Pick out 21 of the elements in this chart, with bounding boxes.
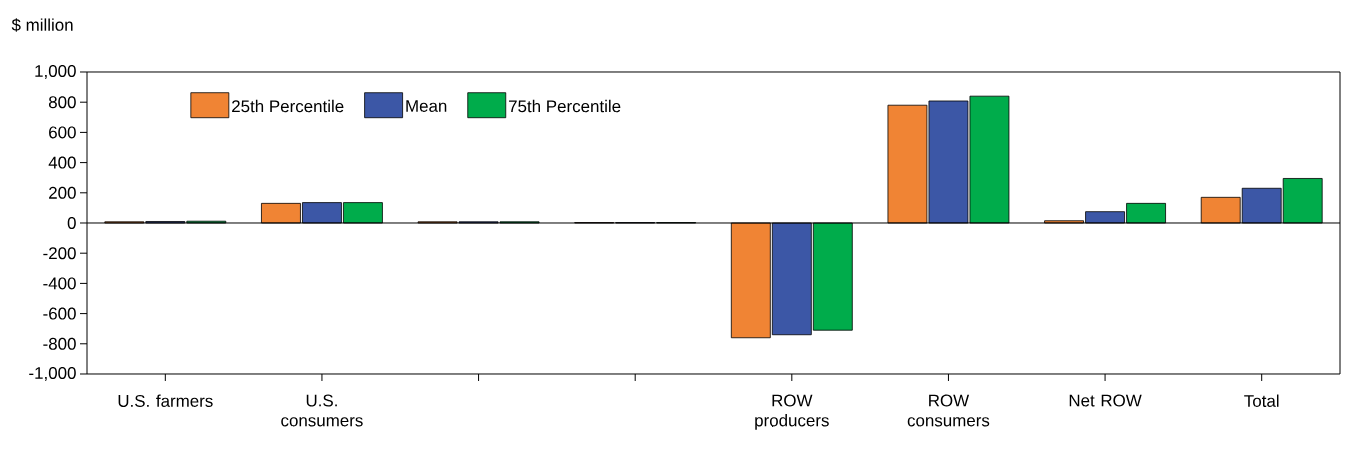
y-tick-label: -400 — [43, 277, 76, 290]
y-tick-label: -200 — [43, 247, 76, 260]
y-tick-label: 600 — [49, 126, 76, 139]
y-tick-label: -1,000 — [29, 367, 76, 381]
x-tick-label: U.S. farmers — [118, 394, 213, 407]
y-tick-label: 0 — [67, 217, 76, 229]
legend-label: 25th Percentile — [232, 99, 344, 113]
y-tick-label: -600 — [43, 307, 76, 320]
legend-label: Mean — [406, 100, 447, 112]
x-tick-label: Net ROW — [1069, 394, 1142, 407]
x-tick-label: U.S. consumers — [281, 394, 363, 427]
y-tick-label: 200 — [49, 186, 76, 199]
y-tick-label: -800 — [43, 337, 76, 350]
legend-label: 75th Percentile — [509, 99, 621, 113]
y-tick-label: 1,000 — [35, 65, 76, 79]
x-tick-label: ROW consumers — [907, 394, 990, 427]
y-tick-label: 400 — [48, 156, 76, 169]
x-tick-label: Total — [1244, 394, 1279, 407]
y-axis-title: $ million — [11, 18, 73, 32]
y-tick-label: 800 — [48, 96, 76, 109]
x-tick-label: ROW producers — [755, 394, 829, 430]
